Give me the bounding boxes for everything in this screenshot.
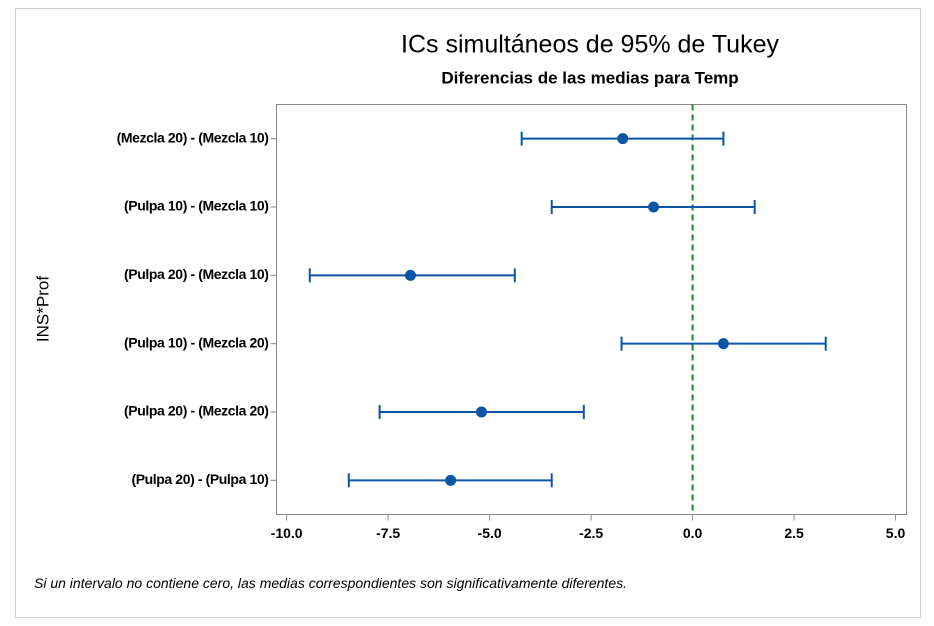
frame — [15, 8, 921, 618]
x-tick-label: 2.5 — [784, 525, 804, 541]
x-tick-label: -7.5 — [376, 525, 400, 541]
x-tick-label: -10.0 — [271, 525, 303, 541]
mean-point — [445, 474, 457, 486]
y-axis-label: INS*Prof — [33, 276, 52, 342]
y-tick-label: (Pulpa 20) - (Mezcla 20) — [124, 403, 268, 419]
x-tick-label: -2.5 — [579, 525, 603, 541]
footnote: Si un intervalo no contiene cero, las me… — [34, 575, 627, 591]
chart-subtitle: Diferencias de las medias para Temp — [441, 68, 738, 87]
mean-point — [404, 269, 416, 281]
y-tick-label: (Pulpa 10) - (Mezcla 20) — [124, 334, 268, 350]
mean-point — [717, 338, 729, 350]
y-tick-label: (Pulpa 10) - (Mezcla 10) — [124, 198, 268, 214]
y-tick-label: (Pulpa 20) - (Mezcla 10) — [124, 266, 268, 282]
mean-point — [648, 201, 660, 213]
y-tick-label: (Mezcla 20) - (Mezcla 10) — [117, 129, 269, 145]
mean-point — [617, 133, 629, 145]
mean-point — [475, 406, 487, 418]
chart-title: ICs simultáneos de 95% de Tukey — [401, 31, 779, 59]
x-tick-label: -5.0 — [478, 525, 502, 541]
x-tick-label: 0.0 — [683, 525, 703, 541]
y-tick-label: (Pulpa 20) - (Pulpa 10) — [131, 471, 268, 487]
x-tick-label: 5.0 — [886, 525, 906, 541]
